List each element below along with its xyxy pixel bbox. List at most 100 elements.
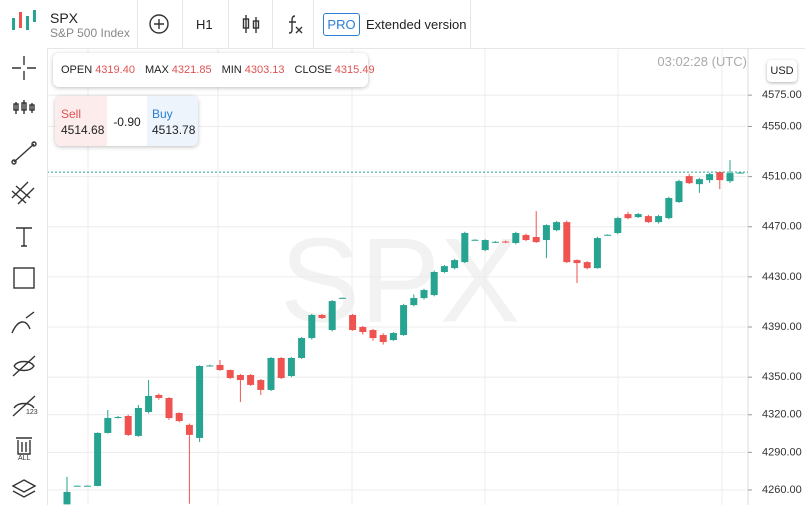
- top-toolbar: SPX S&P 500 Index H1 PRO Extended versio…: [0, 0, 805, 49]
- candle-body: [267, 357, 275, 390]
- candle-body: [206, 365, 214, 367]
- candle-body: [308, 314, 316, 339]
- y-tick-label: 4470.00: [762, 221, 802, 233]
- y-tick-label: 4430.00: [762, 271, 802, 283]
- ohlc-value: 4321.85: [171, 64, 212, 76]
- candle-body: [94, 432, 102, 486]
- candle-body: [114, 417, 122, 419]
- candle-body: [104, 418, 112, 433]
- candle-body: [196, 365, 204, 438]
- candle-body: [369, 330, 377, 339]
- y-tick-label: 4550.00: [762, 120, 802, 132]
- candle-body: [277, 357, 285, 379]
- currency-badge[interactable]: USD: [767, 60, 797, 82]
- candle-body: [73, 485, 81, 487]
- candle-body: [236, 375, 244, 381]
- candle-body: [430, 271, 438, 296]
- candle-body: [736, 172, 744, 174]
- candle-body: [471, 239, 479, 241]
- ohlc-value: 4319.40: [95, 64, 135, 76]
- candle-body: [145, 395, 153, 412]
- candle-body: [287, 357, 295, 377]
- timeframe-button[interactable]: H1: [196, 17, 213, 32]
- indicators-button[interactable]: [283, 13, 305, 35]
- ohlc-label: MIN: [221, 64, 242, 76]
- y-tick-label: 4390.00: [762, 321, 802, 333]
- candle-body: [522, 235, 530, 241]
- svg-text:ALL: ALL: [18, 455, 31, 462]
- candle-body: [553, 222, 561, 231]
- buy-label: Buy: [152, 107, 173, 121]
- candle-body: [542, 225, 550, 241]
- candle-body: [134, 407, 142, 436]
- candle-body: [512, 233, 520, 244]
- left-toolbar: 123 ALL: [0, 48, 48, 505]
- candle-body: [83, 485, 91, 487]
- candle-body: [461, 233, 469, 263]
- y-tick-label: 4575.00: [762, 89, 802, 101]
- candle-body: [247, 375, 255, 385]
- candle-body: [644, 216, 652, 223]
- y-tick-label: 4350.00: [762, 371, 802, 383]
- candle-body: [226, 370, 234, 379]
- candle-body: [695, 179, 703, 185]
- ohlc-value: 4303.13: [244, 64, 285, 76]
- svg-text:123: 123: [26, 409, 38, 416]
- candle-body: [706, 174, 714, 181]
- ohlc-value: 4315.49: [334, 64, 375, 76]
- candle-body: [624, 214, 632, 219]
- candle-body: [451, 260, 459, 269]
- candle-body: [675, 181, 683, 203]
- candle-body: [532, 237, 540, 243]
- buy-price: 4513.78: [152, 123, 196, 137]
- candle-body: [614, 218, 622, 234]
- sell-button[interactable]: Sell 4514.68: [55, 96, 107, 146]
- extended-version-link[interactable]: Extended version: [366, 17, 467, 32]
- candle-body: [583, 262, 591, 269]
- candle-body: [298, 338, 306, 358]
- candle-body: [502, 241, 510, 243]
- candle-body: [491, 241, 499, 243]
- candle-body: [389, 333, 397, 341]
- candle-body: [349, 314, 357, 331]
- trade-panel: Sell 4514.68 -0.90 Buy 4513.78: [55, 96, 198, 146]
- spread: -0.90: [113, 115, 141, 129]
- candle-body: [655, 216, 663, 223]
- watermark: SPX: [280, 214, 520, 348]
- pro-badge[interactable]: PRO: [323, 13, 360, 36]
- candle-body: [634, 214, 642, 218]
- candle-body: [420, 290, 428, 299]
- candle-body: [716, 172, 724, 181]
- candle-body: [726, 173, 734, 182]
- symbol: SPX: [50, 10, 79, 26]
- candle-body: [338, 297, 346, 299]
- ohlc-label: MAX: [144, 64, 169, 76]
- candle-body: [165, 397, 173, 419]
- candle-body: [359, 327, 367, 333]
- candle-body: [685, 176, 693, 184]
- candle-body: [593, 238, 601, 269]
- candle-body: [563, 222, 571, 263]
- chart-type-button[interactable]: [241, 13, 261, 35]
- candle-body: [318, 314, 326, 318]
- candle-body: [328, 301, 336, 331]
- add-button[interactable]: [148, 13, 170, 35]
- candle-body: [257, 380, 265, 390]
- candle-body: [124, 416, 132, 435]
- candle-body: [63, 491, 71, 505]
- buy-button[interactable]: Buy 4513.78: [147, 96, 198, 146]
- candle-body: [400, 305, 408, 336]
- y-tick-label: 4510.00: [762, 171, 802, 183]
- candle-body: [175, 413, 183, 422]
- candle-body: [481, 240, 489, 251]
- sell-label: Sell: [61, 107, 82, 121]
- symbol-description: S&P 500 Index: [50, 26, 130, 40]
- tool-icons[interactable]: 123 ALL: [0, 48, 47, 505]
- y-tick-label: 4260.00: [762, 484, 802, 496]
- ohlc-info: OPEN 4319.40 MAX 4321.85 MIN 4303.13 CLOSE 4315…: [53, 53, 375, 87]
- candle-body: [604, 234, 612, 236]
- candle-body: [155, 394, 163, 398]
- ohlc-label: CLOSE: [294, 64, 332, 76]
- y-tick-label: 4290.00: [762, 446, 802, 458]
